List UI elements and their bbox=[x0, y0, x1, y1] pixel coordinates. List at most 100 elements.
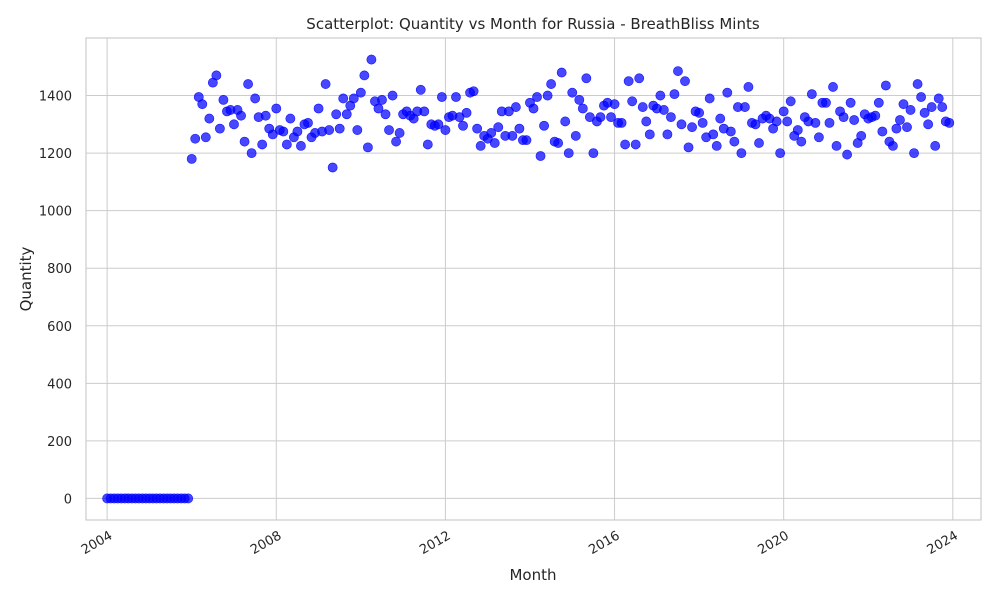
data-point bbox=[257, 139, 268, 150]
data-point bbox=[606, 112, 616, 123]
data-point bbox=[246, 148, 257, 159]
data-point bbox=[814, 132, 824, 143]
plot-frame bbox=[85, 37, 982, 521]
data-point bbox=[546, 79, 557, 89]
data-point bbox=[687, 122, 697, 133]
data-point bbox=[352, 125, 363, 135]
data-point bbox=[278, 126, 289, 137]
data-point bbox=[912, 79, 923, 89]
data-point bbox=[528, 103, 539, 114]
data-point bbox=[722, 87, 733, 98]
data-point bbox=[845, 97, 856, 108]
data-point bbox=[510, 102, 521, 112]
data-point bbox=[260, 110, 271, 121]
data-point bbox=[627, 96, 638, 107]
data-point bbox=[362, 142, 373, 153]
data-point bbox=[740, 102, 750, 112]
y-tick-label: 0 bbox=[64, 492, 72, 507]
data-point bbox=[542, 90, 553, 101]
data-point bbox=[373, 103, 384, 114]
data-point bbox=[584, 112, 595, 123]
y-tick-label: 600 bbox=[47, 320, 72, 335]
data-point bbox=[556, 67, 567, 78]
data-point bbox=[754, 138, 764, 148]
data-point bbox=[218, 94, 229, 105]
data-point bbox=[200, 132, 211, 143]
data-point bbox=[391, 136, 401, 147]
data-point bbox=[711, 141, 722, 151]
data-point bbox=[658, 105, 669, 115]
data-point bbox=[422, 139, 433, 150]
data-point bbox=[821, 97, 831, 108]
data-point bbox=[873, 97, 884, 108]
data-point bbox=[521, 135, 532, 146]
data-point bbox=[623, 76, 634, 87]
data-point bbox=[849, 115, 860, 125]
data-point bbox=[810, 117, 821, 128]
data-point bbox=[616, 117, 627, 128]
data-point bbox=[489, 138, 500, 148]
data-point bbox=[204, 113, 215, 124]
y-tick-labels: 0 200 400 600 800 1000 1200 1400 bbox=[39, 90, 72, 508]
data-point bbox=[243, 79, 253, 89]
data-point bbox=[296, 141, 306, 151]
x-axis-label: Month bbox=[509, 566, 556, 584]
y-tick-label: 200 bbox=[47, 435, 72, 450]
data-point bbox=[785, 96, 796, 107]
data-point bbox=[666, 112, 676, 123]
data-point bbox=[715, 113, 726, 124]
data-point bbox=[436, 92, 447, 102]
data-point bbox=[620, 139, 631, 150]
data-point bbox=[560, 116, 571, 127]
data-point bbox=[387, 90, 398, 101]
data-point bbox=[355, 87, 366, 98]
y-tick-label: 1000 bbox=[39, 205, 72, 220]
x-tick-label: 2004 bbox=[79, 528, 115, 558]
data-point bbox=[503, 106, 514, 117]
data-point bbox=[366, 54, 377, 65]
data-point bbox=[239, 136, 250, 147]
data-point bbox=[644, 129, 655, 140]
data-point bbox=[197, 99, 208, 110]
data-point bbox=[630, 139, 641, 150]
data-point bbox=[824, 117, 835, 128]
data-point bbox=[683, 142, 694, 153]
data-point bbox=[190, 133, 201, 144]
data-point bbox=[880, 80, 891, 91]
data-point bbox=[292, 126, 303, 137]
data-point bbox=[838, 112, 849, 123]
data-point bbox=[475, 141, 486, 151]
x-tick-labels: 2004 2008 2012 2016 2020 2024 bbox=[79, 528, 961, 558]
data-point bbox=[782, 116, 793, 127]
data-point bbox=[236, 110, 246, 121]
data-point bbox=[888, 141, 898, 151]
data-point bbox=[856, 130, 867, 141]
data-point bbox=[796, 136, 807, 147]
data-point bbox=[394, 128, 405, 138]
data-point bbox=[905, 105, 916, 115]
data-point bbox=[708, 129, 719, 140]
data-point bbox=[676, 119, 687, 130]
data-point bbox=[338, 93, 349, 104]
data-point bbox=[944, 117, 955, 128]
data-point bbox=[331, 109, 342, 120]
data-point bbox=[440, 125, 451, 135]
data-point bbox=[313, 103, 324, 114]
data-point bbox=[285, 113, 296, 124]
data-point bbox=[609, 99, 620, 110]
data-point bbox=[458, 120, 468, 131]
data-point bbox=[348, 93, 359, 104]
data-point bbox=[694, 107, 705, 118]
data-point bbox=[377, 94, 387, 105]
data-point bbox=[535, 151, 546, 161]
data-point bbox=[729, 136, 740, 147]
data-point bbox=[433, 119, 444, 130]
data-point bbox=[673, 66, 683, 76]
data-point bbox=[595, 112, 606, 123]
data-point bbox=[183, 493, 194, 504]
data-point bbox=[919, 107, 930, 118]
data-point bbox=[775, 148, 786, 159]
data-point bbox=[641, 116, 652, 127]
x-tick-label: 2012 bbox=[417, 528, 453, 558]
data-point bbox=[750, 119, 761, 130]
